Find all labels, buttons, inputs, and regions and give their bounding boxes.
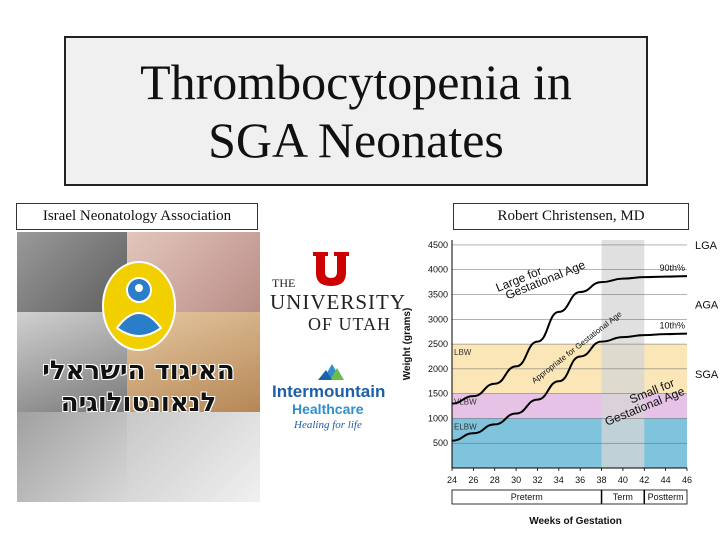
band-label-vlbw: VLBW [454, 398, 477, 407]
x-tick-label-46: 46 [682, 475, 692, 485]
period-label-term: Term [613, 492, 633, 502]
intermountain-mountain-icon [318, 364, 344, 380]
utah-u-icon [313, 252, 349, 286]
right-label-aga: AGA [695, 299, 719, 311]
period-label-preterm: Preterm [511, 492, 543, 502]
growth-chart-svg: 500 1000 1500 2000 2500 3000 3500 4000 4500 24 26 2… [402, 240, 719, 527]
x-tick-label-24: 24 [447, 475, 457, 485]
x-tick-label-30: 30 [511, 475, 521, 485]
healing-for-life-tagline: Healing for life [294, 419, 362, 431]
growth-chart: 500 1000 1500 2000 2500 3000 3500 4000 4500 24 26 2… [400, 232, 720, 540]
x-axis-label: Weeks of Gestation [529, 516, 622, 527]
y-tick-label-3500: 3500 [428, 290, 448, 300]
x-tick-label-44: 44 [661, 475, 671, 485]
period-bracket [451, 489, 688, 505]
christensen-label: Robert Christensen, MD [453, 203, 689, 230]
utah-university-text: UNIVERSITY [270, 290, 406, 314]
x-tick-label-28: 28 [490, 475, 500, 485]
hebrew-association-name-line-2: לנאונטולוגיה [60, 388, 217, 418]
utah-of-utah-text: OF UTAH [308, 314, 392, 334]
band-label-lbw: LBW [454, 348, 472, 357]
israel-association-label: Israel Neonatology Association [16, 203, 258, 230]
utah-the-text: THE [272, 276, 296, 290]
x-tick-label-26: 26 [468, 475, 478, 485]
series-line-10thth [451, 332, 688, 442]
x-tick-label-34: 34 [554, 475, 564, 485]
title-line-2: SGA Neonates [208, 112, 504, 168]
series-line-90thth [451, 275, 688, 405]
y-tick-label-4000: 4000 [428, 265, 448, 275]
band-label-elbw: ELBW [454, 422, 477, 431]
band-vlbw [452, 393, 687, 419]
x-tick-label-36: 36 [575, 475, 585, 485]
right-label-sga: SGA [695, 369, 719, 381]
slide-title: Thrombocytopenia in SGA Neonates [64, 36, 648, 186]
y-tick-label-1500: 1500 [428, 389, 448, 399]
series-label-90thth: 90th% [659, 263, 685, 273]
right-label-lga: LGA [695, 240, 718, 252]
university-of-utah-logo: THE UNIVERSITY OF UTAH [266, 248, 405, 340]
period-label-postterm: Postterm [648, 492, 684, 502]
neonatology-collage: האיגוד הישראלי לנאונטולוגיה [17, 232, 260, 502]
y-axis-label: Weight (grams) [402, 308, 413, 381]
x-tick-label-40: 40 [618, 475, 628, 485]
y-tick-label-2500: 2500 [428, 339, 448, 349]
intermountain-text: Intermountain [272, 382, 386, 401]
x-tick-label-32: 32 [532, 475, 542, 485]
y-tick-label-2000: 2000 [428, 364, 448, 374]
x-tick-label-42: 42 [639, 475, 649, 485]
x-tick-label-38: 38 [597, 475, 607, 485]
healthcare-text: Healthcare [292, 401, 364, 417]
y-tick-label-1000: 1000 [428, 413, 448, 423]
baby-photo-bottom-left [17, 412, 127, 502]
series-label-10thth: 10th% [659, 321, 685, 331]
hebrew-association-name-line-1: האיגוד הישראלי [42, 356, 235, 386]
baby-photo-bottom-right [127, 412, 260, 502]
association-emblem-icon [102, 261, 176, 351]
term-shade [601, 240, 645, 468]
intermountain-healthcare-logo: Intermountain Healthcare Healing for lif… [268, 358, 398, 440]
title-line-1: Thrombocytopenia in [140, 54, 572, 110]
y-tick-label-4500: 4500 [428, 240, 448, 250]
y-tick-label-3000: 3000 [428, 314, 448, 324]
y-tick-label-500: 500 [433, 438, 448, 448]
